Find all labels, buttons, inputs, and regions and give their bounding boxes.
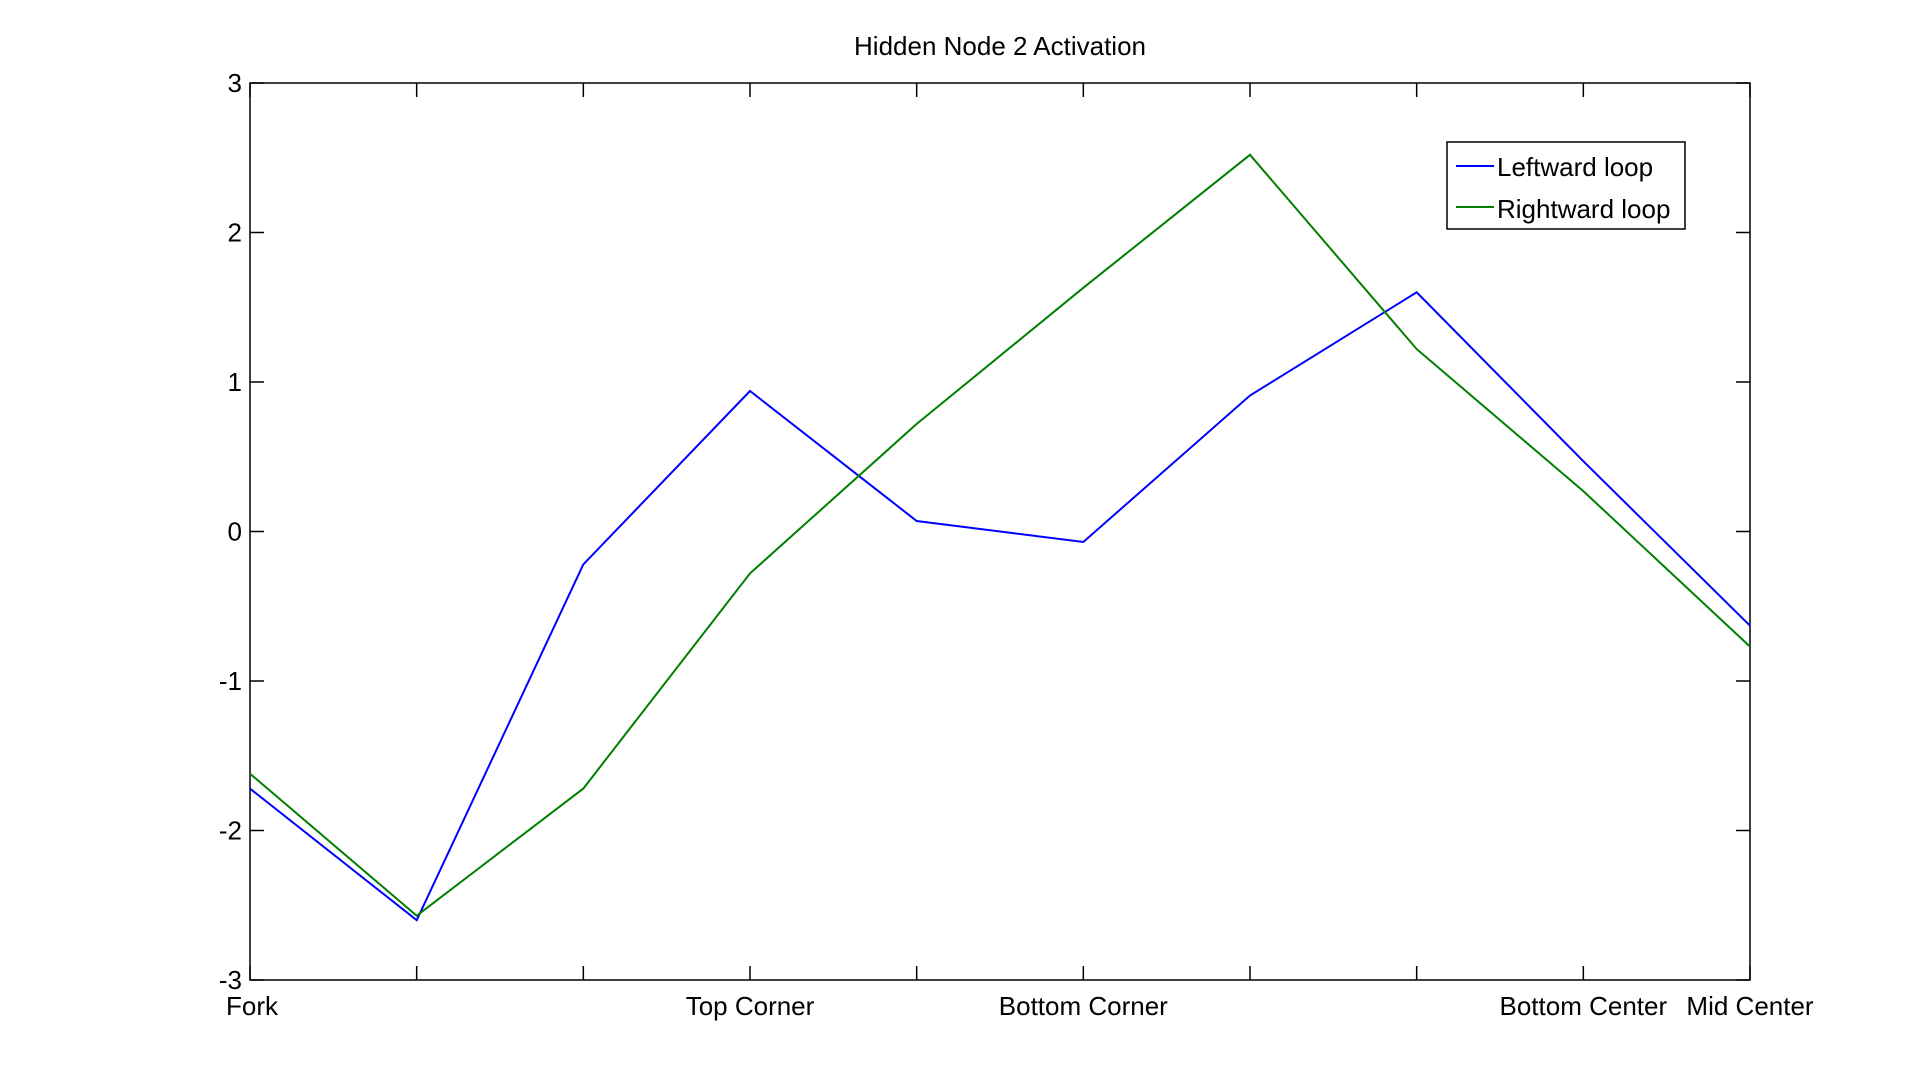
x-tick-label: Mid Center (1686, 991, 1813, 1021)
y-tick-label: -1 (219, 666, 242, 696)
x-tick-label: Bottom Corner (999, 991, 1168, 1021)
legend-label-rightward: Rightward loop (1497, 194, 1670, 224)
y-axis: -3 -2 -1 0 1 2 3 (219, 68, 1750, 995)
y-tick-label: -3 (219, 965, 242, 995)
x-tick-label: Bottom Center (1500, 991, 1668, 1021)
legend-label-leftward: Leftward loop (1497, 152, 1653, 182)
y-tick-label: -2 (219, 816, 242, 846)
chart-title: Hidden Node 2 Activation (854, 31, 1146, 61)
series-line-rightward (249, 153, 1751, 917)
legend-box (1446, 141, 1686, 230)
x-axis: Fork Top Corner Bottom Corner Bottom Center… (226, 83, 1814, 1021)
y-tick-label: 2 (228, 218, 242, 248)
y-tick-label: 1 (228, 367, 242, 397)
y-tick-label: 3 (228, 68, 242, 98)
series-lines (249, 153, 1751, 922)
y-tick-label: 0 (228, 517, 242, 547)
series-line-leftward (249, 291, 1751, 922)
x-tick-label: Top Corner (686, 991, 815, 1021)
legend: Leftward loop Rightward loop (1446, 141, 1686, 230)
x-tick-label: Fork (226, 991, 279, 1021)
